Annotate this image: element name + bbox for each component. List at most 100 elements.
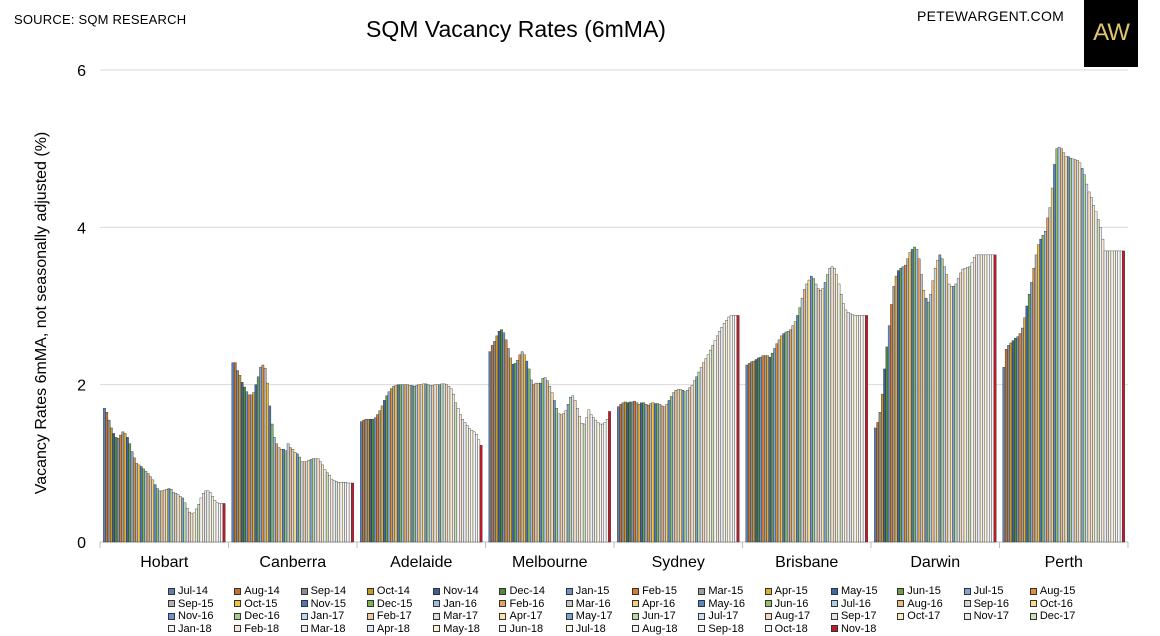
legend-swatch: [632, 612, 640, 620]
bar: [270, 423, 274, 543]
x-tick-label: Darwin: [910, 554, 960, 571]
legend-label: Sep-14: [310, 585, 347, 597]
legend-swatch: [565, 587, 573, 595]
legend-swatch: [963, 587, 971, 595]
bar: [722, 323, 726, 543]
bar: [307, 460, 311, 543]
legend-swatch: [1029, 612, 1037, 620]
bar: [1030, 282, 1033, 543]
legend-item: Oct-18: [764, 623, 831, 636]
bar: [202, 493, 205, 543]
bar: [1092, 205, 1095, 543]
bar: [658, 404, 662, 543]
bar: [523, 354, 526, 543]
bar: [1018, 333, 1022, 543]
bar: [261, 364, 265, 543]
x-tick-label: Sydney: [652, 554, 705, 571]
bar: [433, 384, 437, 543]
legend-item: Feb-18: [234, 623, 300, 636]
legend-swatch: [698, 625, 706, 633]
bar: [1090, 197, 1093, 543]
bar: [169, 489, 173, 543]
legend-swatch: [366, 625, 374, 633]
y-tick-label: 0: [77, 535, 86, 552]
bar: [562, 413, 565, 543]
legend-label: Sep-15: [178, 597, 214, 610]
bar: [518, 354, 522, 543]
bar: [947, 283, 951, 543]
bar: [215, 502, 219, 543]
bar: [199, 497, 203, 543]
bar: [346, 482, 350, 543]
bar: [208, 492, 212, 543]
bar: [686, 389, 689, 543]
bar: [617, 406, 620, 543]
legend-item: Mar-16: [565, 598, 632, 611]
bar: [904, 264, 907, 543]
y-tick-label: 4: [77, 220, 86, 237]
legend-item: Nov-16: [168, 610, 234, 623]
bar: [121, 431, 125, 543]
bar: [807, 279, 811, 543]
bar: [750, 361, 753, 543]
legend-item: Oct-16: [1029, 598, 1096, 611]
bar: [158, 490, 161, 543]
bar: [344, 482, 347, 543]
bar: [1064, 156, 1068, 543]
legend-label: Apr-17: [509, 610, 543, 622]
bar: [718, 330, 721, 543]
legend-swatch: [1029, 587, 1037, 595]
bar: [153, 484, 157, 543]
legend-swatch: [433, 625, 441, 633]
bar: [452, 393, 455, 543]
bar: [553, 400, 556, 543]
bar: [635, 402, 639, 543]
legend-item: Apr-18: [366, 623, 433, 636]
bar: [179, 496, 182, 543]
bar: [663, 406, 666, 543]
bar: [805, 283, 809, 543]
bar: [516, 360, 519, 543]
bar: [273, 437, 276, 543]
bar: [922, 290, 926, 543]
bar: [1069, 157, 1072, 543]
bar: [816, 288, 820, 543]
legend-swatch: [499, 625, 507, 633]
bar: [690, 385, 694, 543]
bar: [532, 384, 535, 543]
bar: [920, 274, 923, 543]
bar: [387, 391, 391, 543]
bar: [897, 270, 900, 543]
legend-item: Jun-15: [897, 585, 963, 598]
bar: [865, 315, 868, 543]
legend-label: Sep-16: [973, 597, 1010, 610]
bar: [1011, 340, 1015, 543]
bar: [1002, 367, 1006, 543]
bar: [752, 360, 756, 543]
legend-label: Nov-14: [443, 585, 479, 597]
bar: [991, 254, 995, 543]
bar: [676, 389, 680, 543]
bar: [431, 385, 435, 543]
bar: [530, 379, 533, 543]
bar: [252, 392, 255, 543]
legend-label: Jul-14: [178, 585, 208, 597]
legend-label: Jun-16: [774, 597, 809, 610]
bar: [890, 304, 893, 543]
bar: [582, 423, 586, 543]
legend-item: Sep-17: [830, 610, 897, 623]
bar: [284, 450, 288, 543]
bar: [860, 315, 864, 543]
bar: [406, 384, 409, 543]
bar: [573, 400, 577, 543]
legend-item: Sep-16: [963, 597, 1030, 611]
legend-label: Jun-15: [907, 585, 941, 597]
legend-label: Aug-16: [907, 597, 943, 610]
bar: [876, 422, 880, 543]
bar: [594, 419, 598, 543]
bar: [110, 427, 113, 543]
bar: [176, 494, 180, 543]
bar: [275, 443, 278, 543]
bar: [761, 355, 765, 543]
bar: [468, 428, 471, 543]
